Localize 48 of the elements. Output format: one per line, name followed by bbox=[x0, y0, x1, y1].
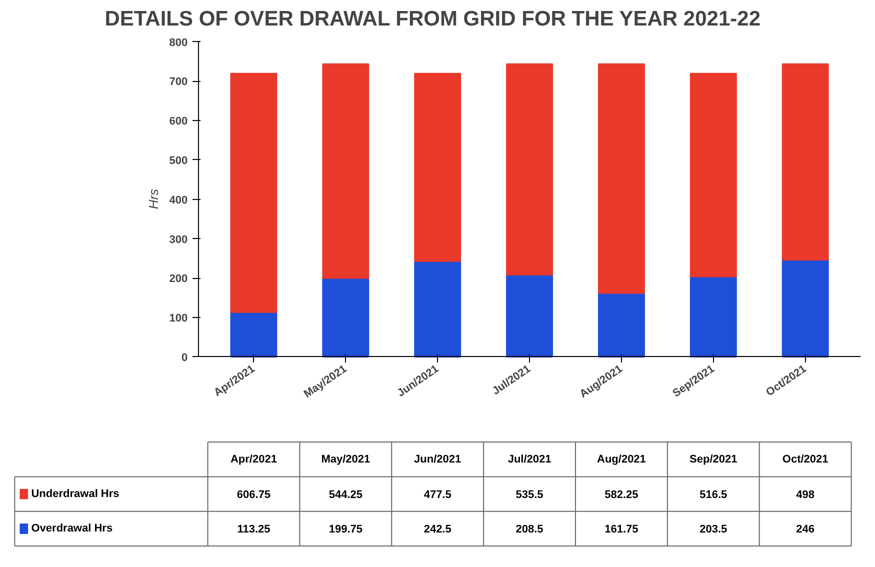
y-tick-label: 600 bbox=[169, 116, 188, 128]
data-label: 477.5 bbox=[424, 489, 452, 502]
data-label: 203.5 bbox=[700, 524, 728, 536]
data-label: 113.25 bbox=[237, 524, 270, 536]
y-tick-label: 400 bbox=[169, 194, 188, 206]
data-label: 582.25 bbox=[604, 489, 638, 502]
data-label: 208.5 bbox=[516, 524, 544, 536]
bar bbox=[230, 312, 278, 358]
data-label: 544.25 bbox=[328, 489, 362, 502]
category-label: May/2021 bbox=[321, 453, 370, 466]
y-tick-label: 700 bbox=[169, 76, 188, 88]
category-label: Sep/2021 bbox=[690, 453, 738, 466]
data-label: 606.75 bbox=[236, 489, 271, 502]
y-axis-title: Hrs bbox=[146, 188, 162, 210]
category-label: Jul/2021 bbox=[508, 453, 552, 466]
y-tick-label: 200 bbox=[169, 273, 188, 286]
y-tick-label: 800 bbox=[169, 36, 188, 49]
bar bbox=[322, 63, 370, 279]
data-label: 242.5 bbox=[424, 524, 452, 536]
legend-label: Underdrawal Hrs bbox=[31, 488, 120, 500]
data-label: 535.5 bbox=[516, 489, 544, 502]
data-label: 516.5 bbox=[700, 489, 728, 502]
bar bbox=[414, 72, 462, 262]
bar bbox=[690, 72, 737, 278]
y-tick-label: 0 bbox=[181, 352, 188, 364]
data-label: 161.75 bbox=[604, 524, 638, 536]
category-label: Oct/2021 bbox=[782, 453, 828, 466]
bar bbox=[414, 260, 462, 358]
data-label: 498 bbox=[796, 489, 815, 502]
bar bbox=[322, 278, 370, 358]
y-tick-label: 300 bbox=[169, 234, 188, 246]
category-label: Aug/2021 bbox=[597, 453, 646, 466]
bar bbox=[506, 63, 554, 276]
data-label: 246 bbox=[796, 524, 815, 536]
y-tick-label: 100 bbox=[169, 312, 188, 325]
bar bbox=[690, 276, 737, 358]
chart-title: DETAILS OF OVER DRAWAL FROM GRID FOR THE YEAR 2021-22 bbox=[104, 8, 761, 30]
bar bbox=[598, 63, 645, 294]
category-label: Apr/2021 bbox=[230, 453, 277, 466]
bar bbox=[782, 63, 829, 261]
bar bbox=[598, 292, 645, 358]
bar bbox=[230, 72, 278, 313]
data-label: 199.75 bbox=[328, 524, 362, 536]
bar bbox=[506, 274, 554, 358]
y-tick-label: 500 bbox=[169, 154, 188, 167]
legend-label: Overdrawal Hrs bbox=[31, 522, 113, 535]
category-label: Jun/2021 bbox=[414, 453, 462, 466]
bar bbox=[782, 260, 829, 358]
